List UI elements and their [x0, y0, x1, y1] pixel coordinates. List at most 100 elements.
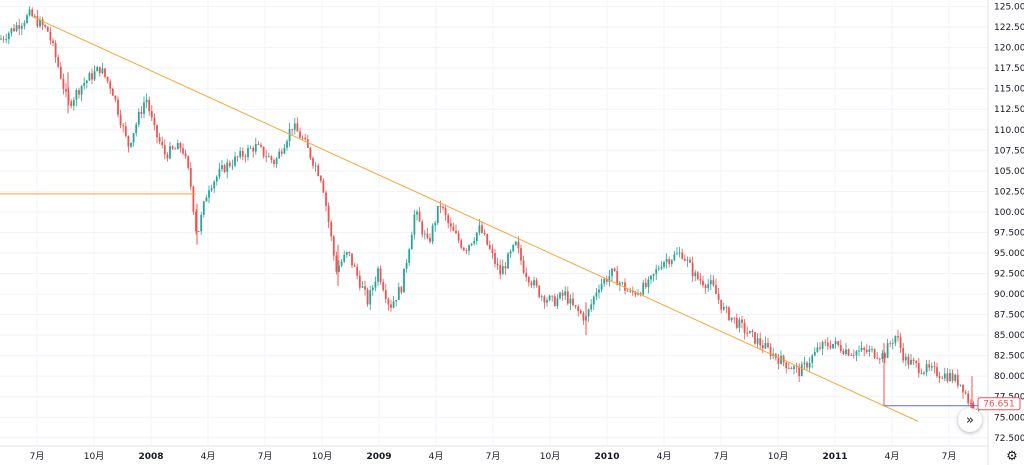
candle-body [228, 162, 231, 167]
candle-body [920, 372, 923, 374]
y-tick-label: 72.500 [994, 434, 1024, 444]
candle-body [379, 268, 382, 283]
candle-body [413, 214, 416, 235]
candle-body [488, 244, 491, 249]
candle-body [462, 247, 465, 251]
candle-body [907, 356, 910, 365]
candle-body [878, 358, 881, 360]
candle-body [288, 128, 291, 142]
x-tick-label: 7月 [486, 451, 501, 462]
candle-body [247, 148, 249, 158]
candle-body [764, 342, 767, 349]
candle-body [426, 233, 429, 238]
candle-body [78, 90, 80, 95]
candle-body [800, 364, 803, 377]
candle-body [436, 206, 439, 224]
candle-body [964, 392, 967, 394]
x-tick-label: 4月 [885, 451, 900, 462]
candle-body [572, 298, 574, 306]
x-axis[interactable]: 7月 10月 2008 4月 7月 10月 2009 4月 7月 10月 2010 4月 7月 10月 20… [0, 445, 988, 462]
candle-body [798, 366, 801, 377]
candle-body [301, 137, 304, 139]
candle-body [208, 190, 210, 198]
candle-body [712, 280, 715, 286]
candle-body [886, 343, 889, 358]
candle-body [969, 403, 972, 405]
candle-body [418, 211, 421, 222]
candle-body [683, 258, 686, 261]
candle-body [429, 237, 431, 242]
candle-body [499, 265, 502, 275]
candle-body [455, 230, 457, 234]
candle-body [858, 350, 860, 352]
candle-body [88, 73, 91, 81]
x-tick-label: 4月 [429, 451, 444, 462]
candle-body [949, 373, 951, 381]
candle-body [826, 342, 829, 347]
candle-body [644, 282, 647, 288]
candle-body [941, 377, 944, 379]
y-tick-label: 120.000 [994, 44, 1024, 54]
candle-body [793, 366, 795, 370]
candle-body [803, 362, 806, 365]
candle-body [759, 338, 762, 346]
y-tick-label: 125.000 [994, 3, 1024, 13]
candle-body [663, 262, 665, 267]
candle-body [366, 289, 369, 305]
settings-button[interactable]: ⚙ [1004, 448, 1020, 464]
candle-body [286, 141, 288, 148]
candle-body [808, 362, 811, 368]
candle-body [639, 293, 642, 295]
candle-body [98, 66, 101, 74]
candle-body [371, 287, 374, 291]
candle-body [148, 99, 151, 112]
candle-body [891, 343, 894, 344]
candle-body [847, 349, 850, 356]
candle-body [39, 19, 41, 27]
candle-body [694, 272, 697, 277]
candle-body [439, 206, 442, 207]
candle-body [899, 337, 902, 348]
candle-body [65, 88, 67, 92]
candle-body [709, 280, 712, 285]
candle-body [364, 286, 366, 290]
candle-body [387, 299, 390, 305]
candle-body [36, 16, 39, 27]
y-tick-label: 107.500 [994, 146, 1024, 156]
y-tick-label: 92.500 [994, 270, 1024, 280]
candle-body [660, 266, 663, 269]
candle-body [444, 208, 447, 216]
y-axis[interactable]: 125.000 122.500 120.000 117.500 115.000 112.5… [987, 0, 1024, 465]
candle-body [408, 249, 411, 263]
candle-body [176, 142, 179, 150]
candle-body [322, 180, 325, 193]
candle-body [665, 259, 668, 263]
candle-body [416, 211, 418, 215]
candle-body [10, 28, 13, 34]
candle-body [447, 215, 450, 224]
candle-body [782, 355, 785, 363]
candle-body [527, 277, 530, 283]
candle-body [967, 393, 970, 404]
candle-body [200, 214, 203, 232]
candle-body [902, 347, 905, 361]
candle-body [351, 253, 353, 266]
candle-body [296, 123, 299, 132]
candle-body [652, 273, 655, 276]
candle-body [184, 153, 187, 157]
scroll-to-latest-button[interactable]: » [958, 408, 982, 432]
candle-body [312, 158, 314, 166]
candle-body [179, 142, 182, 149]
candle-body [681, 252, 684, 259]
candle-body [780, 355, 782, 365]
candle-body [522, 260, 525, 273]
candle-body [670, 260, 673, 264]
candle-body [270, 156, 273, 161]
candle-body [837, 341, 840, 346]
candle-body [239, 151, 242, 158]
candle-body [863, 347, 866, 350]
candle-body [546, 300, 548, 303]
candle-body [473, 240, 476, 244]
